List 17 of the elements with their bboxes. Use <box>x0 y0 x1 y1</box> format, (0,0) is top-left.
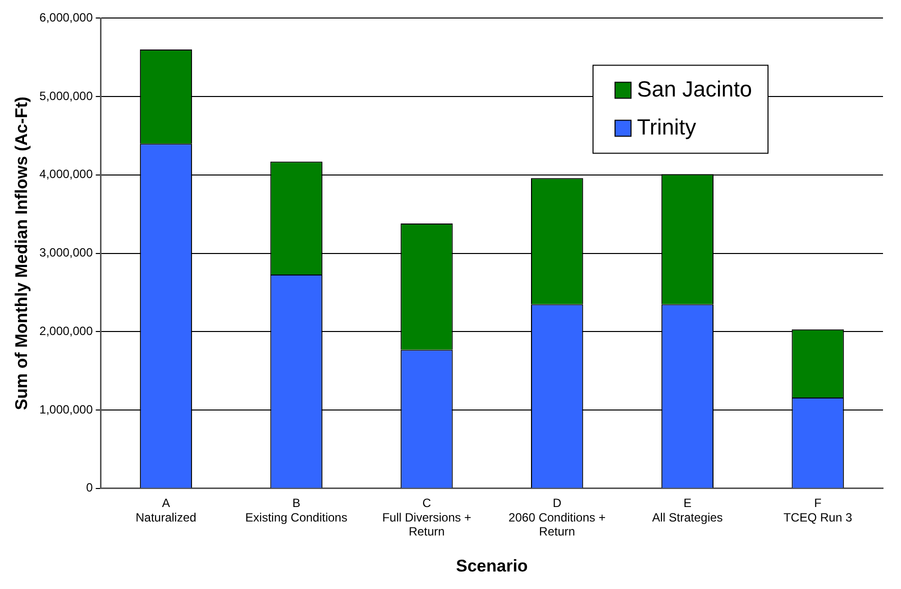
y-tick-label: 5,000,000 <box>39 88 94 103</box>
legend-label: San Jacinto <box>637 76 752 102</box>
y-tick-label: 3,000,000 <box>39 246 94 260</box>
y-axis-title: Sum of Monthly Median Inflows (Ac-Ft) <box>12 96 31 410</box>
x-tick-label: F TCEQ Run 3 <box>783 496 852 524</box>
y-tick-label: 4,000,000 <box>39 167 94 182</box>
x-tick-label: A Naturalized <box>136 496 196 524</box>
legend-label: Trinity <box>637 114 696 140</box>
y-tick-label: 0 <box>86 480 94 495</box>
y-tick-label: 1,000,000 <box>39 402 94 416</box>
x-tick-label: C Full Diversions + Return <box>382 496 472 539</box>
y-tick-label: 2,000,000 <box>39 324 94 338</box>
x-tick-label: E All Strategies <box>652 496 723 524</box>
x-axis-title: Scenario <box>456 556 528 576</box>
y-tick-label: 6,000,000 <box>39 10 94 25</box>
x-tick-label: D 2060 Conditions + Return <box>508 496 606 539</box>
x-tick-label: B Existing Conditions <box>245 496 348 524</box>
